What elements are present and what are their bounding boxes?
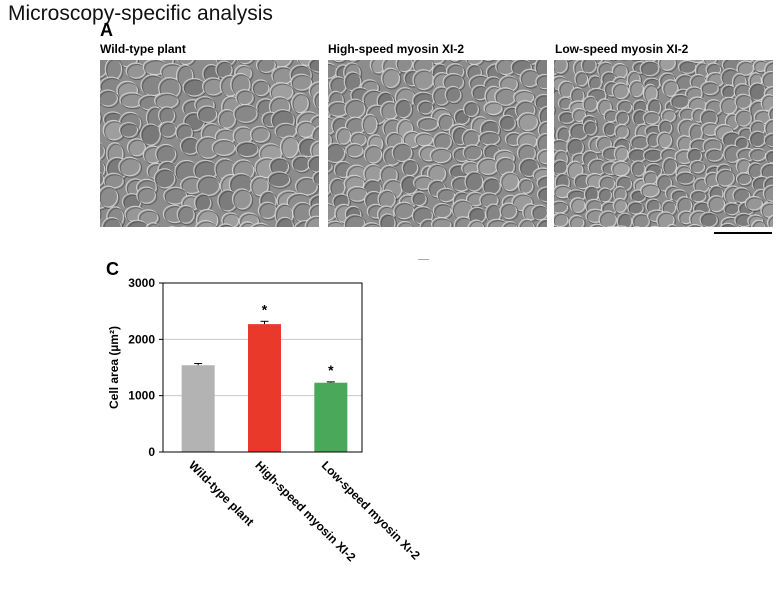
panel-c-letter: C: [106, 259, 119, 279]
micrograph-low-speed: [554, 60, 773, 227]
plot-frame: [162, 282, 363, 453]
y-tick-label: 3000: [128, 276, 155, 290]
y-tick-label: 0: [148, 445, 155, 459]
significance-marker-2: *: [262, 301, 268, 317]
bar-2: [248, 324, 281, 452]
image-label-low-speed: Low-speed myosin XI-2: [555, 42, 689, 56]
image-label-high-speed: High-speed myosin XI-2: [328, 42, 465, 56]
page-title: Microscopy-specific analysis: [8, 2, 273, 25]
micrograph-high-speed: [328, 60, 547, 227]
scale-bar: [714, 232, 772, 234]
y-tick-label: 1000: [128, 389, 155, 403]
significance-marker-3: *: [328, 362, 334, 378]
image-label-wild-type: Wild-type plant: [100, 42, 186, 56]
micrograph-wild-type: [100, 60, 319, 227]
y-tick-label: 2000: [128, 332, 155, 346]
bar-3: [314, 382, 348, 452]
bar-1: [181, 365, 215, 452]
panel-a-letter: A: [100, 20, 113, 40]
divider-mark: [418, 259, 429, 260]
category-label-1: Wild-type plant: [186, 458, 257, 529]
y-axis-title: Cell area (µm²): [107, 326, 121, 409]
